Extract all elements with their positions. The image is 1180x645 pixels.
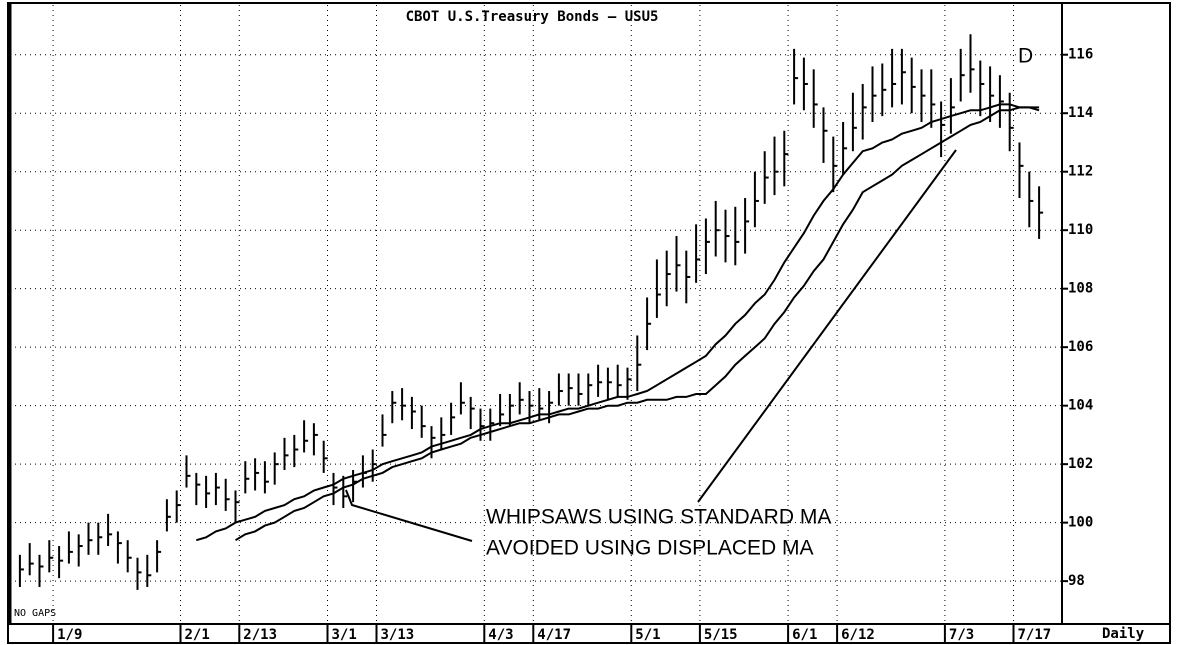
x-tick-label: 4/3 bbox=[488, 627, 513, 643]
annotation: WHIPSAWS USING STANDARD MA bbox=[486, 506, 831, 529]
x-tick-label: 5/1 bbox=[635, 627, 660, 643]
y-tick-label: 98 bbox=[1068, 573, 1085, 589]
frame bbox=[7, 2, 1171, 644]
pointer-line bbox=[697, 149, 957, 503]
x-tick-label: 2/13 bbox=[243, 627, 277, 643]
annotation: D bbox=[1018, 45, 1033, 68]
y-tick-label: 102 bbox=[1068, 456, 1093, 472]
x-tick-label: 5/15 bbox=[704, 627, 738, 643]
x-tick-label: 1/9 bbox=[57, 627, 82, 643]
x-tick-label: 6/12 bbox=[841, 627, 875, 643]
annotation: AVOIDED USING DISPLACED MA bbox=[486, 537, 814, 560]
pointer-line bbox=[345, 489, 473, 542]
y-tick-label: 104 bbox=[1068, 398, 1093, 414]
y-tick-label: 116 bbox=[1068, 47, 1093, 63]
y-tick-label: 108 bbox=[1068, 281, 1093, 297]
y-tick-label: 110 bbox=[1068, 222, 1093, 238]
moving-average-line bbox=[234, 106, 1040, 542]
footnote: NO GAPS bbox=[14, 608, 56, 619]
y-tick-label: 112 bbox=[1068, 164, 1093, 180]
x-tick-label: 3/13 bbox=[381, 627, 415, 643]
y-tick-label: 114 bbox=[1068, 105, 1093, 121]
x-tick-label: 6/1 bbox=[792, 627, 817, 643]
chart-title: CBOT U.S.Treasury Bonds — USU5 bbox=[406, 9, 659, 25]
y-tick-label: 100 bbox=[1068, 515, 1093, 531]
x-tick-label: 2/1 bbox=[185, 627, 210, 643]
y-tick-label: 106 bbox=[1068, 339, 1093, 355]
x-tick-label: 4/17 bbox=[537, 627, 571, 643]
x-tick-label: 3/1 bbox=[332, 627, 357, 643]
moving-average-line bbox=[196, 103, 1040, 542]
x-tick-label: 7/3 bbox=[949, 627, 974, 643]
x-tick-label: 7/17 bbox=[1018, 627, 1052, 643]
period-label: Daily bbox=[1102, 626, 1145, 642]
